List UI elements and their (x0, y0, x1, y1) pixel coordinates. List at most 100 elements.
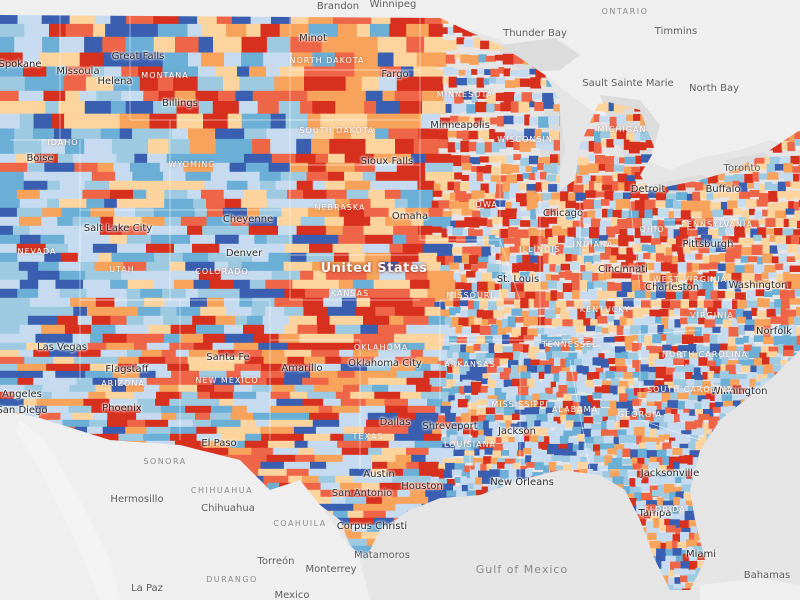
county-tile[interactable] (452, 352, 460, 364)
county-tile[interactable] (500, 255, 510, 262)
county-tile[interactable] (488, 343, 495, 354)
county-tile[interactable] (454, 172, 463, 180)
county-tile[interactable] (473, 300, 480, 310)
county-tile[interactable] (630, 325, 642, 336)
county-tile[interactable] (550, 246, 557, 253)
county-tile[interactable] (537, 400, 548, 407)
county-tile[interactable] (524, 128, 536, 139)
county-tile[interactable] (626, 175, 636, 187)
county-tile[interactable] (560, 358, 567, 369)
county-tile[interactable] (258, 468, 288, 479)
county-tile[interactable] (618, 182, 625, 191)
county-tile[interactable] (305, 496, 332, 508)
county-tile[interactable] (450, 409, 463, 416)
county-tile[interactable] (503, 307, 513, 314)
county-tile[interactable] (102, 333, 128, 346)
county-tile[interactable] (525, 414, 538, 424)
county-tile[interactable] (675, 470, 687, 482)
county-tile[interactable] (406, 447, 430, 458)
county-tile[interactable] (645, 290, 652, 298)
county-tile[interactable] (671, 408, 678, 416)
county-tile[interactable] (543, 102, 555, 109)
county-tile[interactable] (138, 66, 163, 78)
county-tile[interactable] (618, 234, 629, 247)
county-tile[interactable] (667, 184, 678, 191)
county-tile[interactable] (387, 461, 407, 474)
county-tile[interactable] (684, 253, 696, 260)
county-tile[interactable] (461, 253, 470, 264)
county-tile[interactable] (768, 272, 778, 279)
county-tile[interactable] (224, 52, 242, 68)
county-tile[interactable] (681, 549, 688, 558)
county-tile[interactable] (550, 366, 563, 378)
county-tile[interactable] (688, 218, 696, 229)
county-tile[interactable] (533, 336, 542, 348)
county-tile[interactable] (345, 76, 363, 92)
county-tile[interactable] (657, 219, 665, 230)
county-tile[interactable] (529, 68, 536, 75)
county-tile[interactable] (745, 219, 752, 230)
county-tile[interactable] (661, 402, 669, 412)
county-tile[interactable] (766, 351, 778, 362)
county-tile[interactable] (669, 519, 680, 529)
county-tile[interactable] (453, 181, 461, 193)
county-tile[interactable] (798, 192, 800, 203)
county-tile[interactable] (588, 141, 595, 152)
county-tile[interactable] (616, 291, 628, 298)
county-tile[interactable] (91, 66, 105, 78)
county-tile[interactable] (492, 217, 504, 225)
county-tile[interactable] (174, 440, 205, 453)
county-tile[interactable] (644, 413, 655, 422)
county-tile[interactable] (353, 333, 376, 346)
county-tile[interactable] (519, 352, 529, 360)
county-tile[interactable] (627, 235, 635, 242)
county-tile[interactable] (621, 458, 633, 465)
county-tile[interactable] (478, 429, 485, 437)
county-tile[interactable] (347, 510, 364, 522)
county-tile[interactable] (580, 456, 588, 467)
county-tile[interactable] (688, 532, 695, 543)
county-tile[interactable] (453, 449, 466, 456)
county-tile[interactable] (601, 184, 613, 191)
county-tile[interactable] (694, 419, 703, 430)
county-tile[interactable] (641, 479, 650, 487)
county-tile[interactable] (635, 500, 647, 512)
county-tile[interactable] (483, 292, 490, 299)
county-tile[interactable] (698, 317, 706, 325)
county-tile[interactable] (0, 10, 19, 25)
county-tile[interactable] (615, 414, 623, 426)
county-tile[interactable] (779, 156, 792, 167)
county-tile[interactable] (462, 130, 470, 141)
county-tile[interactable] (443, 469, 453, 478)
county-tile[interactable] (663, 532, 674, 542)
county-tile[interactable] (468, 141, 477, 152)
county-tile[interactable] (602, 380, 612, 390)
county-tile[interactable] (467, 309, 478, 318)
county-tile[interactable] (725, 253, 735, 263)
county-tile[interactable] (487, 387, 496, 397)
county-tile[interactable] (436, 256, 446, 266)
county-tile[interactable] (487, 379, 497, 389)
county-tile[interactable] (625, 255, 634, 267)
county-tile[interactable] (531, 442, 539, 449)
county-tile[interactable] (484, 335, 494, 344)
county-tile[interactable] (690, 244, 700, 251)
county-tile[interactable] (504, 129, 516, 141)
county-tile[interactable] (666, 477, 676, 484)
county-tile[interactable] (726, 385, 733, 392)
county-tile[interactable] (542, 193, 552, 201)
county-tile[interactable] (484, 69, 491, 75)
county-tile[interactable] (301, 475, 319, 486)
county-tile[interactable] (503, 352, 514, 360)
county-tile[interactable] (491, 166, 502, 177)
county-tile[interactable] (536, 414, 549, 425)
county-tile[interactable] (92, 377, 119, 387)
county-tile[interactable] (631, 457, 639, 468)
county-tile[interactable] (584, 448, 591, 455)
county-tile[interactable] (407, 405, 436, 415)
county-tile[interactable] (113, 76, 141, 92)
county-tile[interactable] (613, 282, 623, 291)
county-tile[interactable] (239, 377, 268, 387)
county-tile[interactable] (709, 343, 721, 356)
